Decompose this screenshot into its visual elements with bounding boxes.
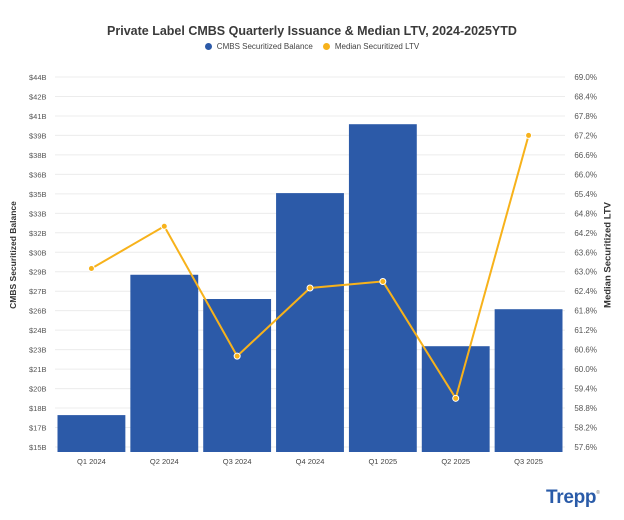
y-tick-right: 58.2% xyxy=(574,424,597,433)
y-tick-right: 64.8% xyxy=(574,209,597,218)
y-tick-left: $17B xyxy=(29,424,47,433)
y-tick-right: 64.2% xyxy=(574,229,597,238)
ltv-point[interactable] xyxy=(306,284,314,292)
y-tick-left: $30B xyxy=(29,248,47,257)
y-tick-left: $20B xyxy=(29,385,47,394)
y-tick-left: $29B xyxy=(29,268,47,277)
y-tick-right: 61.8% xyxy=(574,307,597,316)
ltv-point[interactable] xyxy=(233,352,241,360)
y-tick-left: $35B xyxy=(29,190,47,199)
y-tick-right: 63.0% xyxy=(574,268,597,277)
chart-title: Private Label CMBS Quarterly Issuance & … xyxy=(107,24,517,38)
x-tick-label: Q2 2025 xyxy=(441,457,470,466)
bar[interactable] xyxy=(130,274,199,452)
bar[interactable] xyxy=(57,415,126,452)
bar[interactable] xyxy=(348,124,417,452)
x-tick-label: Q3 2025 xyxy=(514,457,543,466)
y-tick-left: $23B xyxy=(29,346,47,355)
x-tick-label: Q2 2024 xyxy=(150,457,179,466)
y-tick-right: 61.2% xyxy=(574,326,597,335)
y-tick-right: 60.0% xyxy=(574,365,597,374)
x-tick-label: Q3 2024 xyxy=(223,457,252,466)
y-tick-right: 67.2% xyxy=(574,131,597,140)
legend-label: Median Securitized LTV xyxy=(334,42,420,51)
bar[interactable] xyxy=(203,299,272,452)
y-tick-left: $27B xyxy=(29,287,47,296)
y-tick-left: $24B xyxy=(29,326,47,335)
y-tick-right: 63.6% xyxy=(574,248,597,257)
y-axis-title-right: Median Securitized LTV xyxy=(602,202,614,308)
y-tick-right: 60.6% xyxy=(574,346,597,355)
y-tick-right: 57.6% xyxy=(574,443,597,452)
y-tick-right: 58.8% xyxy=(574,404,597,413)
y-tick-right: 66.6% xyxy=(574,151,597,160)
x-tick-label: Q4 2024 xyxy=(296,457,325,466)
chart-legend: CMBS Securitized Balance Median Securiti… xyxy=(0,42,624,51)
legend-item-ltv[interactable]: Median Securitized LTV xyxy=(322,42,420,51)
y-tick-left: $36B xyxy=(29,170,47,179)
x-tick-label: Q1 2024 xyxy=(77,457,106,466)
ltv-point[interactable] xyxy=(525,131,533,139)
y-axis-title-left: CMBS Securitized Balance xyxy=(8,201,18,309)
ltv-point[interactable] xyxy=(160,222,168,230)
ltv-point[interactable] xyxy=(452,394,460,402)
y-tick-left: $39B xyxy=(29,131,47,140)
y-tick-right: 68.4% xyxy=(574,92,597,101)
y-tick-left: $42B xyxy=(29,92,47,101)
y-tick-right: 67.8% xyxy=(574,112,597,121)
legend-dot-icon xyxy=(204,43,212,50)
ltv-point[interactable] xyxy=(379,277,387,285)
x-tick-label: Q1 2025 xyxy=(368,457,397,466)
y-tick-right: 66.0% xyxy=(574,170,597,179)
y-tick-left: $21B xyxy=(29,365,47,374)
y-tick-left: $15B xyxy=(29,443,47,452)
y-tick-left: $33B xyxy=(29,209,47,218)
y-tick-left: $32B xyxy=(29,229,47,238)
y-tick-left: $26B xyxy=(29,307,47,316)
legend-dot-icon xyxy=(322,43,330,50)
legend-label: CMBS Securitized Balance xyxy=(216,42,313,51)
y-tick-left: $38B xyxy=(29,151,47,160)
bar[interactable] xyxy=(494,309,563,452)
y-tick-right: 62.4% xyxy=(574,287,597,296)
trepp-logo: Trepp® xyxy=(546,487,600,508)
ltv-point[interactable] xyxy=(87,264,95,272)
y-tick-left: $44B xyxy=(29,73,47,82)
y-tick-left: $18B xyxy=(29,404,47,413)
legend-item-balance[interactable]: CMBS Securitized Balance xyxy=(204,42,313,51)
bar[interactable] xyxy=(276,193,344,452)
y-tick-right: 59.4% xyxy=(574,385,597,394)
y-tick-right: 69.0% xyxy=(574,73,597,82)
y-tick-right: 65.4% xyxy=(574,190,597,199)
y-tick-left: $41B xyxy=(29,112,47,121)
